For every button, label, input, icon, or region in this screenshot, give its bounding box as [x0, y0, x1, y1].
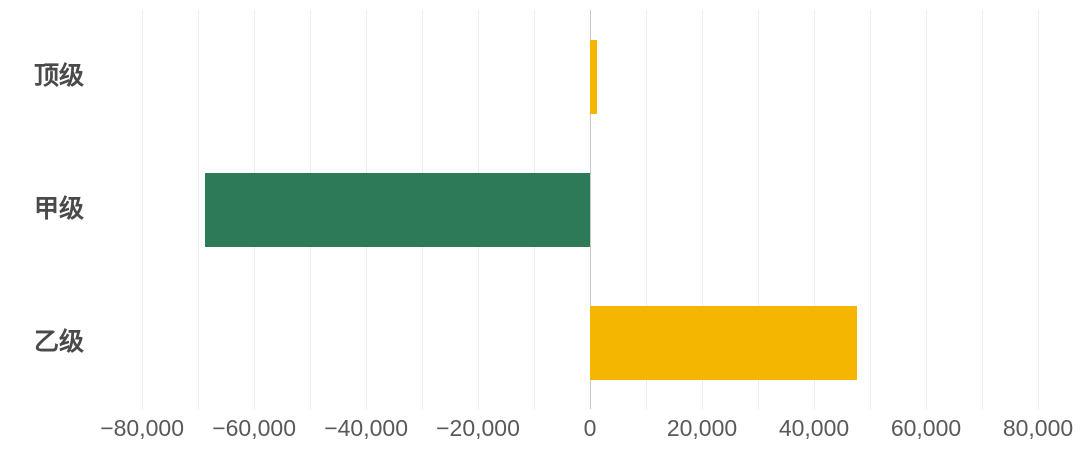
x-tick-label: −20,000: [436, 415, 520, 441]
gridline: [758, 10, 759, 409]
gridline: [646, 10, 647, 409]
x-tick-label: 40,000: [778, 415, 850, 441]
gridline: [142, 10, 144, 409]
gridline: [1038, 10, 1039, 409]
category-label: 顶级: [33, 62, 84, 90]
bar-1: [590, 39, 598, 114]
zero-gridline: [590, 10, 591, 409]
gridline: [198, 10, 200, 409]
x-tick-label: −60,000: [212, 415, 296, 441]
x-tick-label: 0: [583, 415, 597, 441]
gridline: [926, 10, 927, 409]
x-tick-label: 80,000: [1002, 415, 1074, 441]
x-tick-label: −80,000: [100, 415, 184, 441]
gridline: [982, 10, 983, 409]
bar-3: [590, 305, 858, 380]
gridline: [814, 10, 815, 409]
bar-2: [205, 172, 591, 247]
gridline: [702, 10, 703, 409]
gridline: [870, 10, 871, 409]
category-label: 乙级: [33, 328, 84, 356]
category-label: 甲级: [33, 195, 84, 223]
x-tick-label: 20,000: [666, 415, 738, 441]
x-tick-label: 60,000: [890, 415, 962, 441]
x-tick-label: −40,000: [324, 415, 408, 441]
